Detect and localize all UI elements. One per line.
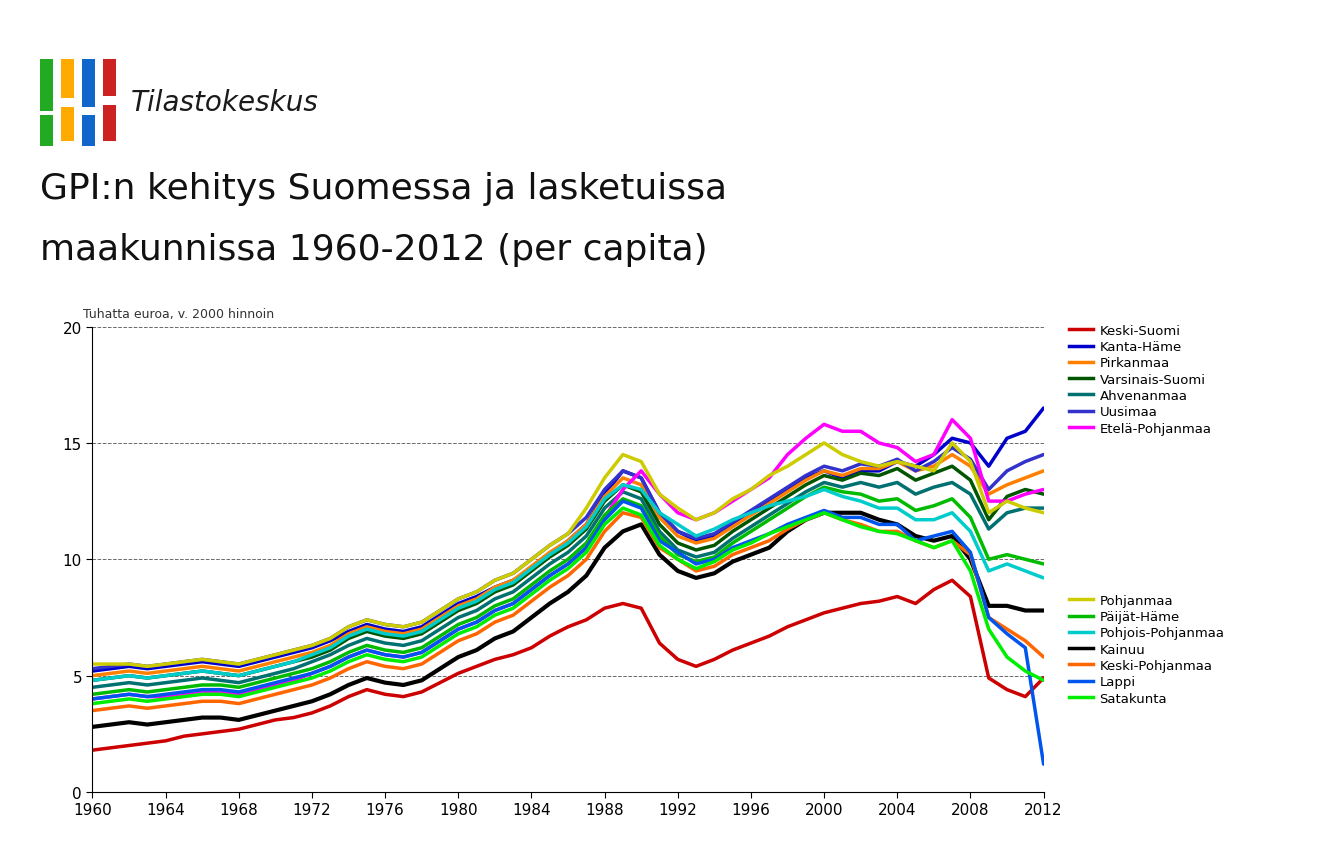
Legend: Pohjanmaa, Päijät-Häme, Pohjois-Pohjanmaa, Kainuu, Keski-Pohjanmaa, Lappi, Satak: Pohjanmaa, Päijät-Häme, Pohjois-Pohjanma…: [1069, 594, 1225, 705]
Bar: [61, 108, 74, 142]
Bar: [82, 116, 95, 146]
Bar: [40, 116, 53, 146]
Bar: [61, 60, 74, 99]
Bar: [103, 60, 116, 96]
Text: Tilastokeskus: Tilastokeskus: [131, 90, 318, 117]
Text: GPI:n kehitys Suomessa ja lasketuissa: GPI:n kehitys Suomessa ja lasketuissa: [40, 172, 727, 206]
Text: maakunnissa 1960-2012 (per capita): maakunnissa 1960-2012 (per capita): [40, 232, 707, 266]
Bar: [40, 60, 53, 112]
Bar: [82, 60, 95, 108]
Text: Tuhatta euroa, v. 2000 hinnoin: Tuhatta euroa, v. 2000 hinnoin: [83, 307, 273, 320]
Bar: [103, 106, 116, 142]
